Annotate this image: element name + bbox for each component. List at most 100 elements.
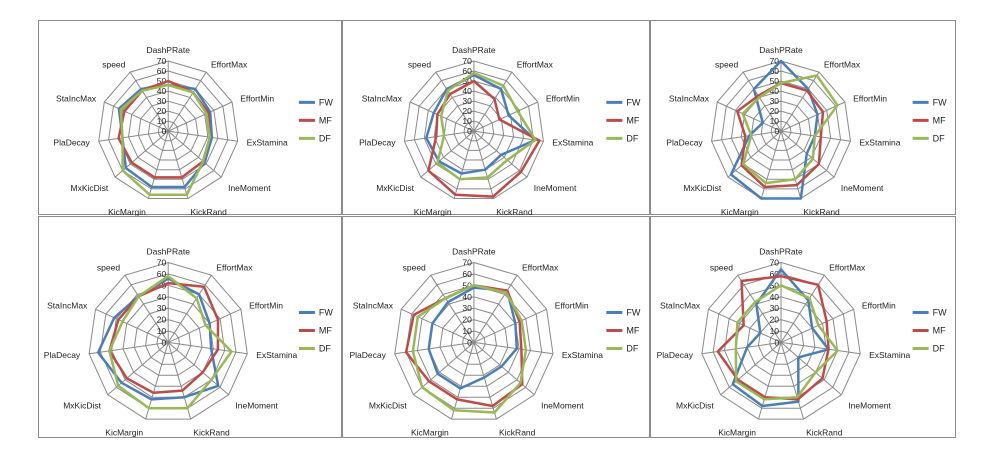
grid-ring-40 — [740, 90, 822, 171]
tick-label: 50 — [157, 76, 167, 86]
legend-label-df: DF — [319, 133, 331, 143]
spoke-pladecay — [404, 130, 474, 142]
axis-label-dashprate: DashPRate — [146, 247, 190, 257]
tick-label: 10 — [157, 326, 167, 336]
grid-ring-70 — [701, 261, 861, 420]
axis-label-inemoment: IneMoment — [534, 183, 577, 193]
grid-ring-10 — [463, 120, 485, 142]
tick-label: 20 — [770, 106, 780, 116]
tick-label: 60 — [770, 269, 780, 279]
series-fw — [729, 59, 819, 200]
tick-label: 30 — [157, 96, 167, 106]
axis-label-kicmargin: KicMargin — [718, 428, 756, 438]
axis-label-effortmin: EffortMin — [853, 93, 887, 103]
series-df — [741, 74, 839, 185]
spoke-effortmin — [167, 101, 233, 132]
axis-label-kickrand: KickRand — [803, 207, 840, 216]
tick-label: 60 — [157, 66, 167, 76]
tick-label: 70 — [157, 56, 167, 66]
tick-label: 20 — [157, 106, 167, 116]
spoke-effortmin — [473, 308, 547, 343]
axis-label-staincmax: StaIncMax — [660, 301, 701, 311]
radar-chart-panel-4: 0 10 20 30 40 50 60 70 DashPRate EffortMax EffortM… — [38, 216, 342, 438]
series-mf — [117, 79, 212, 179]
axis-label-mxkicdist: MxKicDist — [676, 401, 714, 411]
tick-label: 30 — [157, 303, 167, 313]
axis-label-effortmax: EffortMax — [211, 60, 248, 70]
grid-ring-70 — [98, 60, 239, 199]
series-df — [734, 284, 839, 401]
legend-label-df: DF — [933, 343, 945, 353]
spoke-speed — [430, 274, 475, 343]
axis-label-effortmax: EffortMax — [517, 60, 554, 70]
series-fw — [731, 268, 830, 408]
axis-label-mxkicdist: MxKicDist — [376, 183, 414, 193]
spoke-staincmax — [104, 101, 169, 132]
spoke-kickrand — [780, 131, 802, 199]
tick-label: 60 — [770, 66, 780, 76]
spoke-kickrand — [780, 342, 805, 420]
tick-label: 40 — [157, 86, 167, 96]
axis-label-staincmax: StaIncMax — [353, 301, 394, 311]
grid-ring-10 — [157, 120, 179, 142]
series-fw — [96, 277, 220, 401]
spoke-effortmin — [473, 101, 539, 132]
grid-ring-20 — [450, 319, 498, 365]
axis-label-exstamina: ExStamina — [562, 350, 603, 360]
axis-label-speed: speed — [710, 263, 733, 273]
spoke-inemoment — [167, 130, 222, 178]
grid-ring-30 — [439, 307, 509, 376]
tick-label: 40 — [462, 86, 472, 96]
grid-ring-70 — [88, 261, 248, 420]
grid-ring-60 — [720, 70, 842, 190]
axis-label-kickrand: KickRand — [193, 428, 230, 438]
axis-label-exstamina: ExStamina — [247, 137, 288, 147]
axis-label-dashprate: DashPRate — [452, 247, 496, 257]
radar-chart-panel-1: 0 10 20 30 40 50 60 70 DashPRate EffortMax EffortM… — [38, 20, 342, 216]
axis-label-mxkicdist: MxKicDist — [369, 401, 407, 411]
grid-ring-20 — [147, 110, 189, 151]
tick-label: 40 — [462, 292, 472, 302]
axis-label-effortmax: EffortMax — [824, 60, 861, 70]
axis-label-mxkicdist: MxKicDist — [683, 183, 721, 193]
radar-chart-panel-5: 0 10 20 30 40 50 60 70 DashPRate EffortMax EffortM… — [342, 216, 650, 438]
spoke-inemoment — [473, 342, 535, 396]
tick-label: 0 — [774, 337, 779, 347]
grid-ring-50 — [730, 80, 832, 180]
axis-label-inemoment: IneMoment — [541, 401, 584, 411]
spoke-mxkicdist — [720, 342, 782, 396]
axis-label-staincmax: StaIncMax — [362, 93, 403, 103]
series-df — [436, 71, 537, 181]
radar-chart-panel-6: 0 10 20 30 40 50 60 70 DashPRate EffortMax EffortM… — [650, 216, 956, 438]
tick-label: 10 — [462, 326, 472, 336]
spoke-pladecay — [89, 341, 169, 355]
tick-label: 70 — [462, 56, 472, 66]
series-df — [108, 274, 233, 410]
tick-label: 20 — [462, 315, 472, 325]
legend-label-mf: MF — [626, 325, 639, 335]
axis-label-pladecay: PlaDecay — [350, 350, 387, 360]
spoke-inemoment — [780, 342, 842, 396]
axis-label-staincmax: StaIncMax — [669, 93, 710, 103]
axis-label-kicmargin: KicMargin — [105, 428, 143, 438]
legend-label-mf: MF — [626, 115, 639, 125]
series-mf — [108, 281, 220, 395]
tick-label: 0 — [467, 337, 472, 347]
legend-label-mf: MF — [933, 325, 946, 335]
axis-label-kicmargin: KicMargin — [721, 207, 759, 216]
tick-label: 20 — [462, 106, 472, 116]
axis-label-inemoment: IneMoment — [841, 183, 884, 193]
axis-label-kickrand: KickRand — [499, 428, 536, 438]
tick-label: 30 — [462, 303, 472, 313]
tick-label: 50 — [770, 280, 780, 290]
axis-label-pladecay: PlaDecay — [666, 137, 703, 147]
legend-label-fw: FW — [626, 97, 640, 107]
grid-ring-30 — [750, 100, 812, 161]
spoke-mxkicdist — [727, 130, 782, 178]
series-mf — [736, 81, 825, 189]
axis-label-staincmax: StaIncMax — [47, 301, 88, 311]
grid-ring-60 — [108, 70, 229, 190]
axis-label-dashprate: DashPRate — [759, 247, 803, 257]
axis-label-effortmin: EffortMin — [249, 301, 283, 311]
